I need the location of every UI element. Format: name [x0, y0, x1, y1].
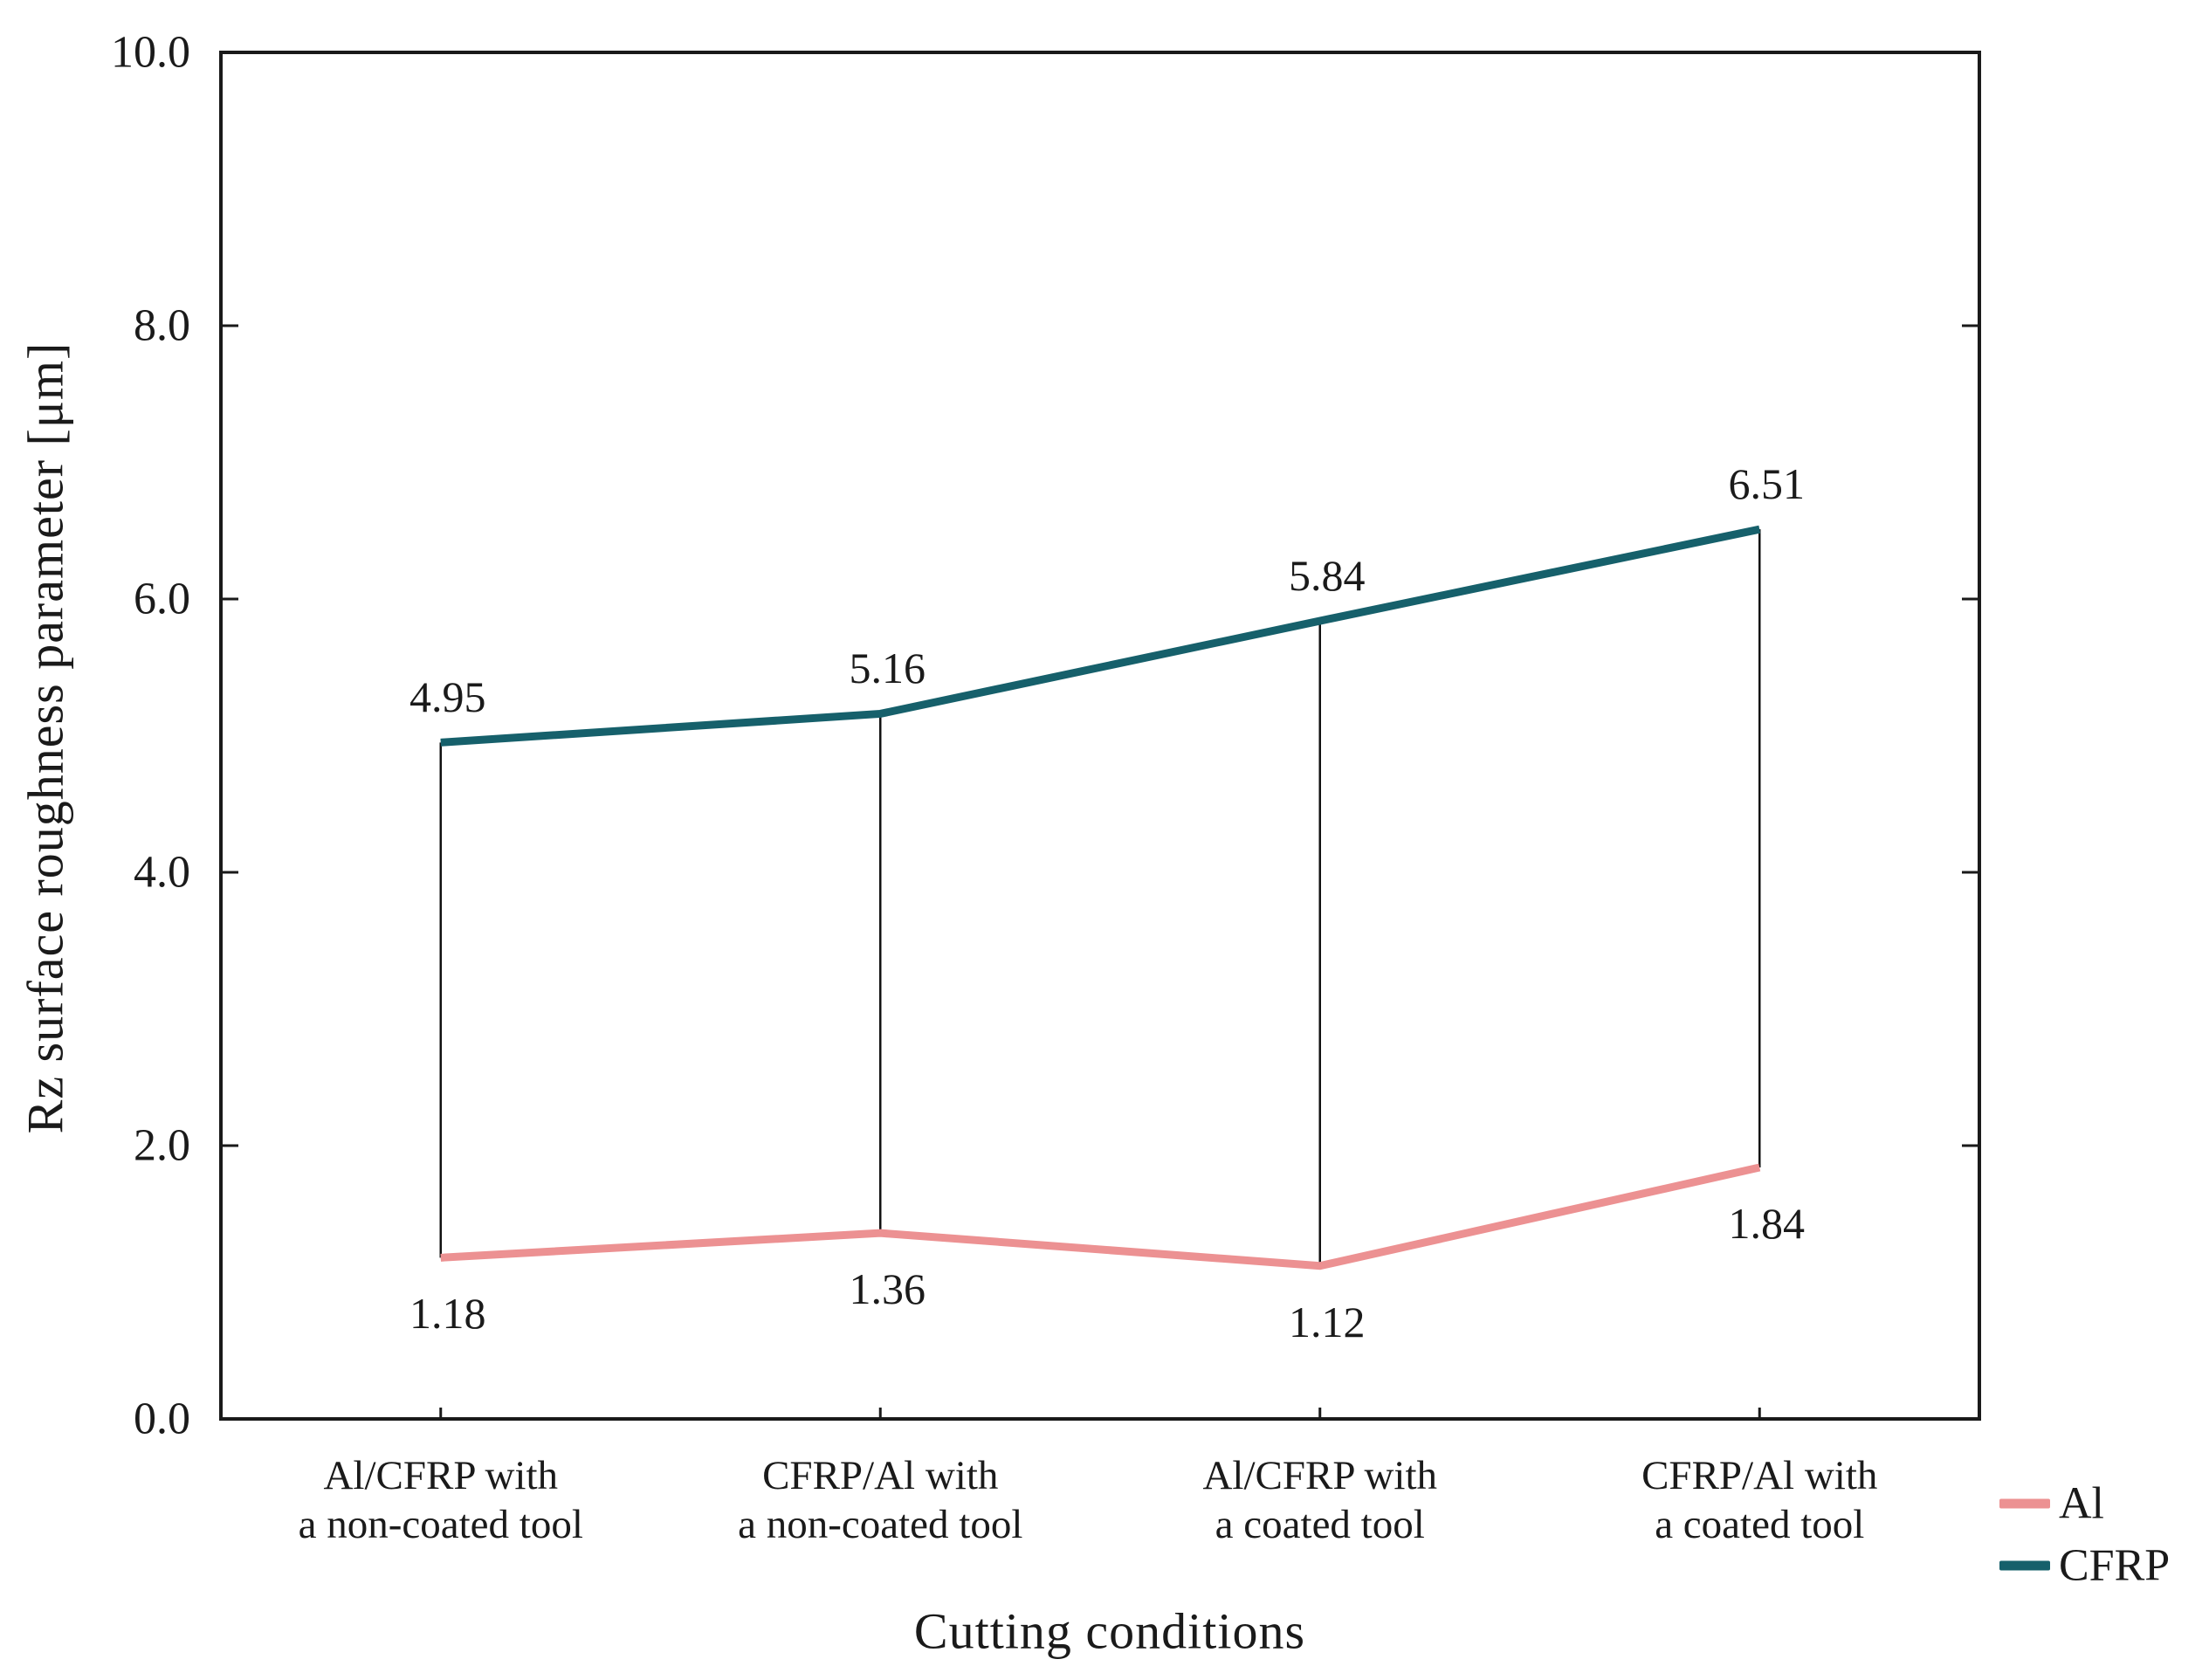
legend-item-cfrp: CFRP [1999, 1540, 2170, 1592]
y-tick-label: 8.0 [134, 300, 190, 351]
data-label-al: 1.18 [409, 1289, 486, 1339]
data-label-al: 1.12 [1289, 1297, 1366, 1346]
category-label: Al/CFRP with a non-coated tool [299, 1451, 583, 1549]
legend-swatch-al [1999, 1498, 2050, 1509]
data-label-cfrp: 5.84 [1289, 551, 1366, 601]
x-axis-title: Cutting conditions [913, 1602, 1306, 1660]
y-tick-label: 6.0 [134, 574, 190, 624]
data-label-cfrp: 5.16 [849, 644, 926, 693]
category-label-line2: a non-coated tool [298, 1502, 583, 1547]
legend-label: Al [2059, 1478, 2104, 1529]
category-label-line1: Al/CFRP with [1202, 1453, 1438, 1498]
category-label-line1: CFRP/Al with [1641, 1453, 1878, 1498]
category-label-line2: a coated tool [1215, 1502, 1425, 1547]
data-label-al: 1.36 [849, 1264, 926, 1314]
y-tick-label: 2.0 [134, 1120, 190, 1171]
series-line-al [440, 1163, 1761, 1270]
plot-border [219, 51, 1981, 1421]
category-label: CFRP/Al with a coated tool [1641, 1451, 1877, 1549]
legend-label: CFRP [2059, 1540, 2171, 1591]
legend-item-al: Al [1999, 1478, 2104, 1530]
series-line-cfrp [440, 525, 1761, 747]
data-label-cfrp: 4.95 [409, 672, 486, 722]
category-label-line2: a coated tool [1655, 1502, 1865, 1547]
y-tick-label: 10.0 [111, 27, 190, 78]
category-label-line1: Al/CFRP with [323, 1453, 559, 1498]
y-tick-label: 4.0 [134, 847, 190, 898]
category-label-line2: a non-coated tool [738, 1502, 1023, 1547]
category-label: Al/CFRP with a coated tool [1202, 1451, 1437, 1549]
data-label-cfrp: 6.51 [1728, 459, 1806, 509]
y-tick-label: 0.0 [134, 1394, 190, 1444]
category-label: CFRP/Al with a non-coated tool [738, 1451, 1022, 1549]
legend-swatch-cfrp [1999, 1560, 2050, 1571]
data-label-al: 1.84 [1728, 1199, 1806, 1249]
category-label-line1: CFRP/Al with [762, 1453, 999, 1498]
y-axis-title: Rz surface roughness parameter [μm] [17, 341, 74, 1134]
